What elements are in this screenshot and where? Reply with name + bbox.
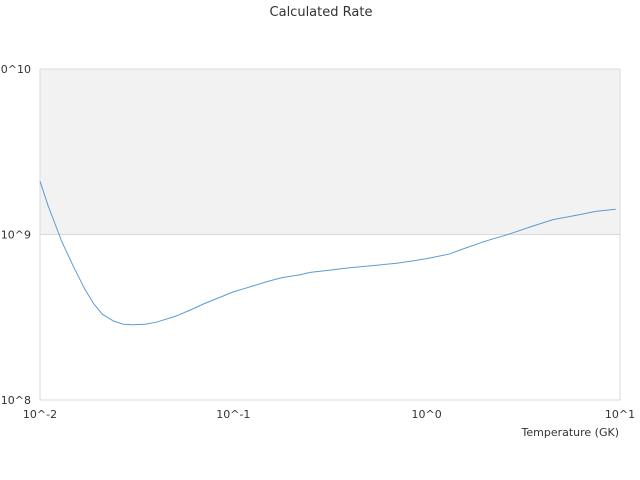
x-tick-label: 10^0: [412, 408, 442, 421]
chart-title: Calculated Rate: [270, 5, 373, 20]
y-tick-label: 10^8: [1, 394, 31, 407]
x-tick-label: 10^-1: [216, 408, 250, 421]
x-axis-title: Temperature (GK): [521, 426, 620, 439]
x-tick-labels: 10^-2 10^-1 10^0 10^1: [23, 408, 635, 421]
y-tick-label: 0^10: [1, 63, 31, 76]
x-tick-label: 10^1: [605, 408, 635, 421]
series-line: [39, 181, 616, 326]
shaded-band: [40, 69, 620, 235]
y-tick-labels: 10^8 10^9 0^10: [1, 63, 31, 407]
y-tick-label: 10^9: [1, 229, 31, 242]
x-tick-label: 10^-2: [23, 408, 57, 421]
